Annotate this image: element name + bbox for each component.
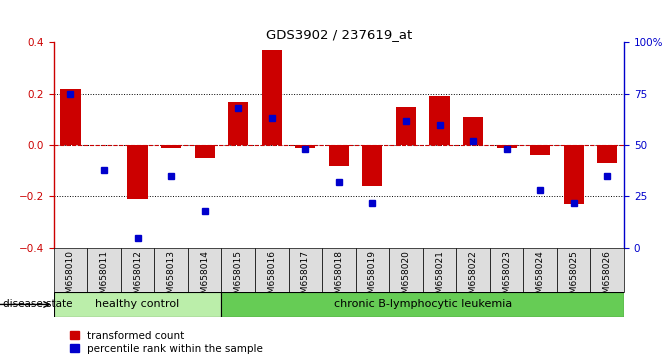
Text: GSM658019: GSM658019 [368,250,377,305]
Bar [557,248,590,292]
Bar [221,248,255,292]
Bar [356,248,389,292]
Text: disease state: disease state [3,299,73,309]
Bar [188,248,221,292]
Text: GSM658016: GSM658016 [267,250,276,305]
Bar [87,248,121,292]
Bar [54,292,221,317]
Text: GSM658022: GSM658022 [468,250,478,305]
Bar [362,145,382,186]
Text: GSM658017: GSM658017 [301,250,310,305]
Bar [121,248,154,292]
Bar [429,96,450,145]
Bar [423,248,456,292]
Bar [54,248,87,292]
Bar [523,248,557,292]
Text: GSM658012: GSM658012 [133,250,142,305]
Text: GSM658023: GSM658023 [502,250,511,305]
Bar [590,248,624,292]
Text: GSM658024: GSM658024 [535,250,545,305]
Bar [490,248,523,292]
Bar [322,248,356,292]
Bar [396,107,416,145]
Bar [289,248,322,292]
Bar [389,248,423,292]
Bar [221,292,624,317]
Text: GSM658020: GSM658020 [401,250,411,305]
Text: GSM658013: GSM658013 [166,250,176,305]
Bar [60,89,81,145]
Bar [564,145,584,204]
Bar [161,145,181,148]
Text: GSM658021: GSM658021 [435,250,444,305]
Bar [295,145,315,148]
Bar [228,102,248,145]
Bar [329,145,349,166]
Bar [597,145,617,163]
Text: GSM658018: GSM658018 [334,250,344,305]
Text: GSM658015: GSM658015 [234,250,243,305]
Bar [195,145,215,158]
Bar [127,145,148,199]
Legend: transformed count, percentile rank within the sample: transformed count, percentile rank withi… [70,331,263,354]
Title: GDS3902 / 237619_at: GDS3902 / 237619_at [266,28,412,41]
Text: GSM658025: GSM658025 [569,250,578,305]
Text: GSM658026: GSM658026 [603,250,612,305]
Bar [530,145,550,155]
Text: GSM658011: GSM658011 [99,250,109,305]
Text: GSM658010: GSM658010 [66,250,75,305]
Text: chronic B-lymphocytic leukemia: chronic B-lymphocytic leukemia [333,299,512,309]
Text: healthy control: healthy control [95,299,180,309]
Bar [262,50,282,145]
Text: GSM658014: GSM658014 [200,250,209,305]
Bar [463,117,483,145]
Bar [497,145,517,148]
Bar [255,248,289,292]
Bar [456,248,490,292]
Bar [154,248,188,292]
